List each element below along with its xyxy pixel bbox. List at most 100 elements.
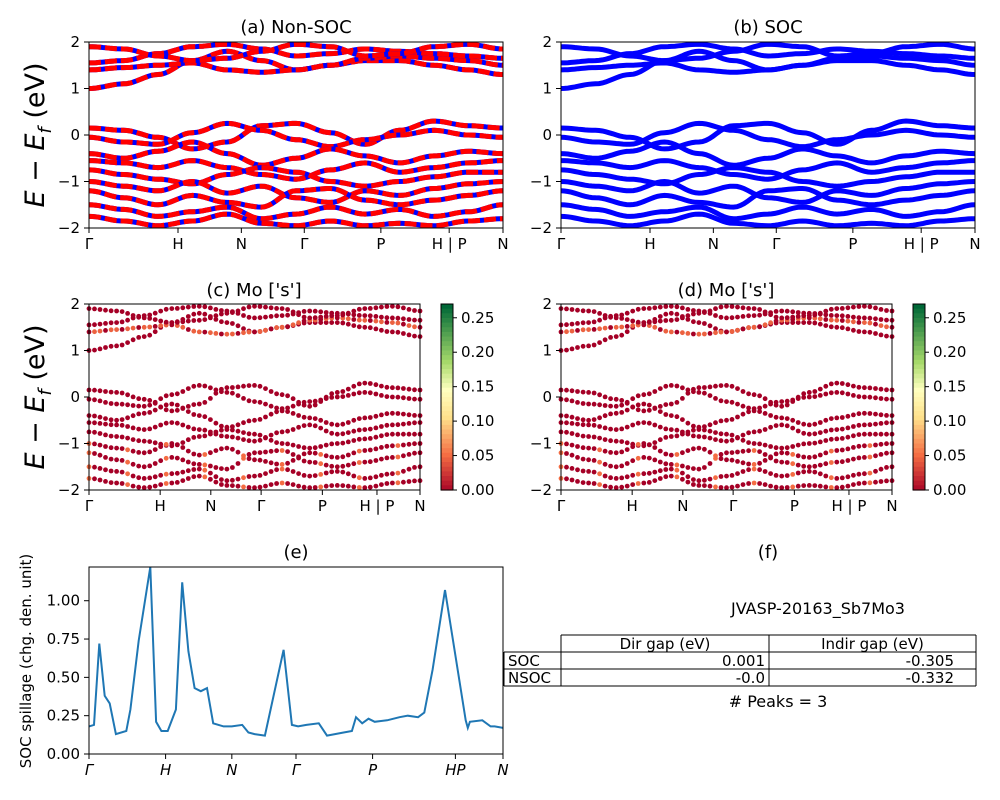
band-dot xyxy=(746,467,751,472)
band-dot xyxy=(120,343,125,348)
band-dot xyxy=(191,452,196,457)
band-dot xyxy=(92,476,97,481)
band-dot xyxy=(641,441,646,446)
band-dot xyxy=(114,418,119,423)
band-dot xyxy=(625,324,630,329)
band-dot xyxy=(702,478,707,483)
band-dot xyxy=(186,425,191,430)
band-dot xyxy=(379,315,384,320)
band-dot xyxy=(136,412,141,417)
panel-c-projected-bands: ΓHNΓPH | P N210−1−2 xyxy=(58,295,426,515)
band-dot xyxy=(385,423,390,428)
band-dot xyxy=(390,330,395,335)
band-dot xyxy=(686,474,691,479)
band-dot xyxy=(652,406,657,411)
band-dot xyxy=(335,483,340,488)
band-dot xyxy=(796,396,801,401)
band-dot xyxy=(663,312,668,317)
band-dot xyxy=(652,470,657,475)
band-dot xyxy=(823,438,828,443)
band-dot xyxy=(697,311,702,316)
band-dot xyxy=(98,307,103,312)
band-dot xyxy=(873,412,878,417)
band-dot xyxy=(686,421,691,426)
band-dot xyxy=(708,450,713,455)
band-dot xyxy=(603,337,608,342)
band-dot xyxy=(109,401,114,406)
band-dot xyxy=(357,485,362,490)
band-dot xyxy=(379,445,384,450)
band-dot xyxy=(136,427,141,432)
band-dot xyxy=(109,422,114,427)
band-dot xyxy=(884,465,889,470)
band-dot xyxy=(724,432,729,437)
band-dot xyxy=(779,423,784,428)
band-dot xyxy=(131,337,136,342)
band-dot xyxy=(357,475,362,480)
band-dot xyxy=(879,323,884,328)
band-dot xyxy=(153,329,158,334)
band-dot xyxy=(697,478,702,483)
band-dot xyxy=(175,456,180,461)
band-dot xyxy=(351,485,356,490)
band-dot xyxy=(857,472,862,477)
table-cell-indir-gap: -0.332 xyxy=(906,669,954,687)
band-dot xyxy=(368,427,373,432)
band-dot xyxy=(98,478,103,483)
band-dot xyxy=(834,318,839,323)
band-dot xyxy=(385,315,390,320)
band-dot xyxy=(746,481,751,486)
colorbar-segment xyxy=(441,327,453,332)
band-dot xyxy=(274,313,279,318)
colorbar-segment xyxy=(913,383,925,388)
y-tick-label: 1.00 xyxy=(47,592,80,610)
band-dot xyxy=(340,483,345,488)
x-tick-label: Γ xyxy=(300,235,309,253)
band-dot xyxy=(879,412,884,417)
band-dot xyxy=(719,398,724,403)
x-tick-label: Γ xyxy=(292,761,302,779)
band-dot xyxy=(857,423,862,428)
colorbar-segment xyxy=(913,337,925,342)
band-dot xyxy=(368,448,373,453)
band-dot xyxy=(208,471,213,476)
band-dot xyxy=(652,325,657,330)
band-dot xyxy=(191,474,196,479)
band-dot xyxy=(340,313,345,318)
band-dot xyxy=(103,416,108,421)
colorbar-segment xyxy=(913,448,925,453)
y-tick-label: −2 xyxy=(58,219,80,237)
band-dot xyxy=(614,316,619,321)
band-dot xyxy=(269,412,274,417)
band-dot xyxy=(614,404,619,409)
band-dot xyxy=(225,434,230,439)
band-dot xyxy=(757,449,762,454)
band-dot xyxy=(608,475,613,480)
band-dot xyxy=(730,458,735,463)
band-dot xyxy=(586,446,591,451)
band-dot xyxy=(857,315,862,320)
band-dot xyxy=(713,330,718,335)
band-dot xyxy=(158,309,163,314)
band-dot xyxy=(340,389,345,394)
band-dot xyxy=(823,461,828,466)
band-dot xyxy=(280,306,285,311)
band-dot xyxy=(823,418,828,423)
band-dot xyxy=(412,324,417,329)
band-dot xyxy=(603,413,608,418)
band-dot xyxy=(790,485,795,490)
band-dot xyxy=(619,403,624,408)
band-dot xyxy=(691,477,696,482)
band-dot xyxy=(346,463,351,468)
band-dot xyxy=(857,432,862,437)
band-dot xyxy=(329,483,334,488)
band-dot xyxy=(169,420,174,425)
colorbar-segment xyxy=(441,341,453,346)
band-dot xyxy=(379,319,384,324)
band-dot xyxy=(390,395,395,400)
band-dot xyxy=(169,481,174,486)
band-dot xyxy=(796,314,801,319)
band-dot xyxy=(862,320,867,325)
band-dot xyxy=(675,400,680,405)
band-dot xyxy=(120,481,125,486)
